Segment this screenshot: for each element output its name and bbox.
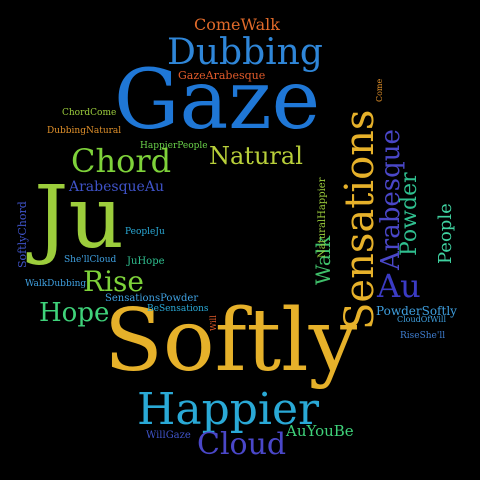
word-happierpeople: HappierPeople [140, 141, 208, 151]
word-gaze: Gaze [114, 53, 321, 148]
word-sensations: Sensations [337, 109, 383, 330]
word-hope: Hope [39, 298, 110, 328]
word-naturalhappier: NaturalHappier [317, 177, 328, 259]
word-willgaze: WillGaze [146, 430, 191, 441]
word-natural: Natural [209, 142, 303, 170]
word-dubbingnatural: DubbingNatural [47, 126, 122, 136]
word-ju: Ju [34, 168, 124, 268]
word-rise: Rise [83, 265, 144, 298]
word-peopleju: PeopleJu [125, 227, 165, 237]
word-cloudofwill: CloudOfWill [397, 315, 447, 324]
word-walkdubbing: WalkDubbing [25, 279, 87, 289]
word-au: Au [377, 267, 421, 305]
word-happier: Happier [137, 384, 320, 435]
word-shellcloud: She'llCloud [64, 255, 117, 265]
word-chordcome: ChordCome [62, 108, 117, 118]
word-sensationspowder: SensationsPowder [105, 293, 199, 304]
word-powder: Powder [397, 172, 422, 256]
word-will: Will [209, 315, 218, 331]
word-chord: Chord [71, 142, 172, 180]
word-arabesqueau: ArabesqueAu [69, 179, 164, 195]
word-powdersoftly: PowderSoftly [376, 304, 457, 318]
word-cloud: Cloud [197, 427, 287, 462]
word-softly: Softly [104, 291, 358, 391]
word-people: People [435, 203, 456, 264]
word-softlychord: SoftlyChord [16, 201, 29, 268]
word-comewalk: ComeWalk [194, 15, 280, 34]
word-come: Come [375, 78, 384, 102]
word-gazearabesque: GazeArabesque [178, 69, 266, 82]
word-juhope: JuHope [127, 256, 165, 267]
word-auyoube: AuYouBe [286, 422, 354, 440]
word-riseshell: RiseShe'll [400, 331, 446, 341]
word-besensations: BeSensations [147, 304, 209, 314]
word-dubbing: Dubbing [167, 32, 323, 73]
